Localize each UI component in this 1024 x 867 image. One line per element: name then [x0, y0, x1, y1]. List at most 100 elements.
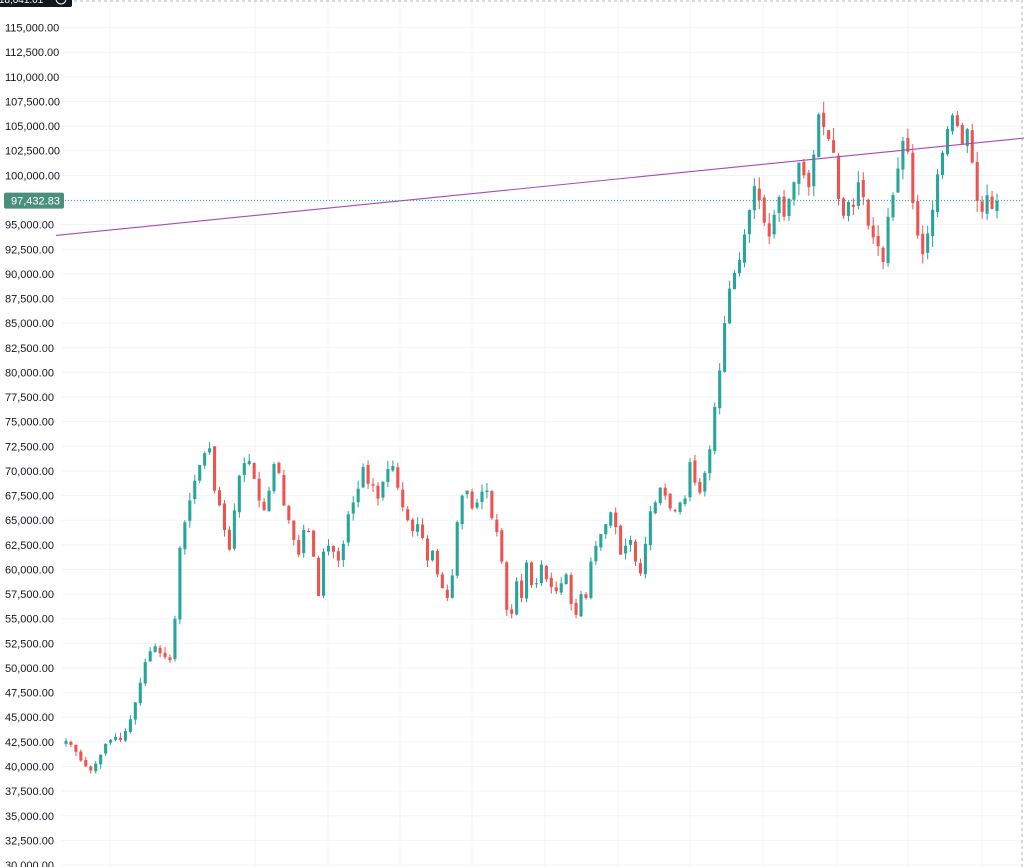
candle-body: [94, 763, 98, 772]
top-price-badge: [0, 0, 72, 7]
y-tick-label: 105,000.00: [5, 121, 60, 133]
y-tick-label: 65,000.00: [5, 515, 54, 527]
candle-body: [470, 491, 474, 509]
candle-body: [455, 522, 459, 576]
candle-body: [440, 574, 444, 589]
candle-body: [995, 200, 999, 212]
candle-body: [881, 247, 885, 263]
candle-body: [970, 130, 974, 163]
candle-body: [703, 472, 707, 492]
candle-body: [985, 195, 989, 214]
y-tick-label: 70,000.00: [5, 466, 54, 478]
candle-body: [629, 539, 633, 545]
candle-body: [435, 550, 439, 575]
candle-body: [832, 140, 836, 153]
clock-icon[interactable]: [55, 0, 67, 5]
y-tick-label: 47,500.00: [5, 688, 54, 700]
candle-body: [713, 406, 717, 451]
candle-body: [817, 114, 821, 158]
candle-body: [109, 739, 113, 743]
candle-body: [118, 737, 123, 740]
candle-body: [336, 551, 340, 561]
candle-body: [525, 562, 529, 599]
candle-body: [812, 154, 816, 187]
candle-body: [326, 545, 330, 552]
y-tick-label: 102,500.00: [5, 146, 60, 158]
candle-body: [940, 152, 945, 176]
candle-body: [539, 564, 543, 584]
y-tick-label: 30,000.00: [5, 860, 54, 867]
candle-body: [74, 744, 78, 752]
candle-body: [777, 197, 781, 214]
candle-body: [376, 485, 380, 499]
candle-body: [916, 201, 920, 236]
candle-body: [653, 502, 657, 514]
candles-layer: [64, 101, 999, 774]
y-tick-label: 80,000.00: [5, 367, 54, 379]
candle-body: [257, 478, 261, 501]
y-tick-label: 42,500.00: [5, 737, 54, 749]
candle-body: [891, 195, 895, 218]
candle-body: [851, 204, 855, 207]
candle-body: [217, 490, 222, 506]
candle-body: [193, 480, 197, 500]
candle-body: [69, 741, 73, 745]
y-tick-label: 112,500.00: [5, 47, 59, 59]
candle-body: [153, 646, 157, 653]
candle-body: [361, 466, 365, 488]
candle-body: [782, 196, 786, 217]
y-tick-label: 115,000.00: [5, 23, 59, 35]
candle-body: [767, 223, 771, 237]
candle-body: [188, 500, 192, 521]
candle-body: [822, 112, 826, 128]
candle-body: [638, 563, 642, 574]
resistance-trendline[interactable]: [56, 103, 1024, 237]
candle-body: [723, 323, 727, 372]
candle-body: [747, 209, 751, 235]
candle-body: [861, 180, 865, 198]
candle-body: [475, 502, 479, 508]
candle-body: [292, 520, 296, 540]
candle-body: [668, 493, 672, 509]
candle-body: [104, 743, 108, 754]
candle-body: [733, 272, 737, 290]
y-tick-label: 95,000.00: [5, 220, 54, 232]
candle-body: [406, 509, 410, 521]
candle-body: [89, 766, 93, 771]
candle-body: [272, 464, 276, 492]
candle-body: [787, 199, 791, 217]
candle-body: [321, 551, 326, 596]
candle-body: [609, 512, 613, 526]
candle-body: [485, 490, 489, 493]
candle-body: [945, 129, 950, 155]
candle-body: [64, 740, 68, 744]
y-axis-ticks: 115,000.00 112,500.00 110,000.00 107,500.00…: [5, 23, 60, 867]
candle-body: [158, 647, 162, 654]
candle-body: [841, 198, 846, 216]
candle-body: [307, 530, 311, 533]
candle-body: [163, 652, 167, 658]
candle-body: [430, 550, 434, 561]
candle-body: [579, 594, 583, 617]
candle-body: [178, 547, 182, 620]
candle-body: [208, 448, 212, 453]
candle-body: [396, 467, 400, 488]
candle-body: [237, 475, 241, 513]
candle-body: [693, 460, 697, 483]
candle-body: [227, 529, 231, 550]
candle-body: [589, 561, 593, 598]
candle-body: [505, 562, 509, 610]
candle-body: [425, 538, 430, 561]
candle-body: [678, 502, 682, 512]
candle-body: [232, 510, 236, 549]
candle-body: [569, 574, 573, 604]
candle-body: [663, 487, 667, 496]
candle-body: [564, 574, 568, 585]
y-tick-label: 57,500.00: [5, 589, 54, 601]
candle-body: [148, 651, 152, 662]
y-tick-label: 100,000.00: [5, 170, 60, 182]
candle-body: [465, 490, 469, 495]
y-tick-label: 67,500.00: [5, 491, 54, 503]
y-tick-label: 92,500.00: [5, 244, 54, 256]
